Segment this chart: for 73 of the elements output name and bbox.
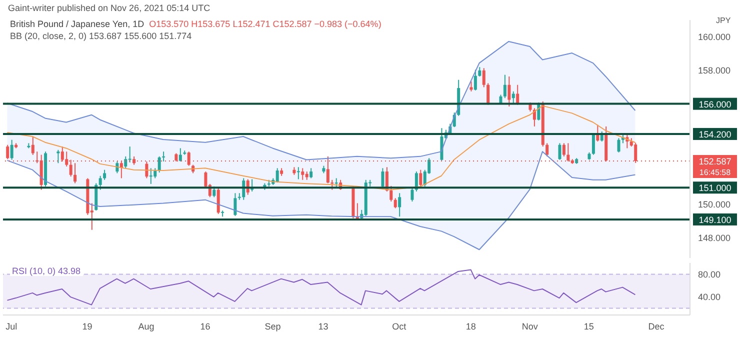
candlestick	[301, 168, 304, 180]
candlestick	[216, 188, 220, 214]
candlestick	[162, 151, 166, 162]
candlestick	[276, 168, 279, 184]
candlestick	[31, 136, 34, 156]
candlestick	[250, 178, 254, 192]
line-series	[6, 269, 636, 306]
candlestick	[394, 198, 397, 209]
candlestick	[512, 90, 515, 104]
annotation: O153.570 H153.675 L152.471 C152.587 −0.983 (−0.64%)	[149, 19, 382, 29]
x-tick-label: 18	[466, 321, 476, 332]
candlestick	[149, 168, 152, 184]
candlestick	[470, 81, 473, 92]
candlestick	[419, 169, 422, 188]
x-tick-label: 19	[82, 321, 92, 332]
candlestick	[128, 146, 132, 163]
candlestick	[56, 149, 60, 164]
candlestick	[596, 124, 600, 142]
annotation: BB (20, close, 2, 0) 153.687 155.600 151.774	[10, 31, 192, 41]
candlestick	[381, 168, 384, 188]
candlestick	[503, 74, 506, 99]
ref-line-label: 152.587	[698, 156, 732, 167]
x-tick-label: Nov	[522, 321, 538, 332]
candlestick	[440, 128, 444, 161]
y-tick-label: 40.00	[698, 292, 721, 302]
ref-line-label: 151.000	[698, 183, 732, 194]
text: 16:45:58	[693, 167, 737, 178]
x-tick-label: Jul	[6, 321, 18, 332]
candlestick	[178, 148, 182, 162]
text: JPY	[716, 16, 731, 25]
x-tick-label: Sep	[264, 321, 281, 332]
candlestick	[414, 171, 418, 192]
candlestick	[98, 175, 102, 190]
x-tick-label: Aug	[138, 321, 154, 332]
candlestick	[10, 139, 14, 160]
candlestick	[145, 160, 148, 179]
candlestick	[478, 66, 482, 77]
candlestick	[103, 169, 106, 180]
chart-title: British Pound / Japanese Yen, 1D	[10, 19, 144, 29]
candlestick	[296, 166, 300, 180]
candlestick	[398, 192, 402, 218]
candlestick	[154, 168, 157, 179]
ref-line-label: 149.100	[698, 214, 732, 225]
y-tick-label: 148.000	[698, 233, 731, 244]
candlestick	[234, 192, 237, 216]
candlestick	[546, 142, 549, 157]
candlestick	[390, 185, 393, 202]
x-tick-label: 16	[200, 321, 210, 332]
y-tick-label: 80.00	[698, 270, 721, 280]
candlestick	[482, 68, 486, 88]
annotation: RSI (10, 0) 43.98	[10, 266, 83, 276]
x-tick-label: 15	[584, 321, 594, 332]
candlestick	[617, 138, 620, 153]
candlestick	[562, 142, 566, 157]
x-tick-label: Dec	[648, 321, 665, 332]
y-tick-label: 160.000	[698, 32, 731, 42]
candlestick	[508, 76, 511, 107]
ref-line-label: 156.000	[698, 99, 732, 110]
y-tick-label: 150.000	[698, 200, 731, 210]
y-tick-label: 158.000	[698, 65, 731, 76]
candlestick	[558, 142, 562, 160]
x-tick-label: Oct	[392, 321, 407, 332]
x-tick-label: 13	[318, 321, 328, 332]
candlestick	[330, 179, 334, 190]
candlestick	[158, 156, 161, 174]
candlestick	[474, 69, 477, 91]
candlestick	[310, 168, 313, 179]
candlestick	[410, 188, 414, 202]
candlestick	[74, 162, 77, 184]
text: Gaint-writer published on Nov 26, 2021 05:14 UTC	[8, 3, 210, 13]
ref-line-label: 154.200	[698, 129, 732, 140]
candlestick	[6, 144, 10, 160]
line-series	[6, 151, 636, 250]
